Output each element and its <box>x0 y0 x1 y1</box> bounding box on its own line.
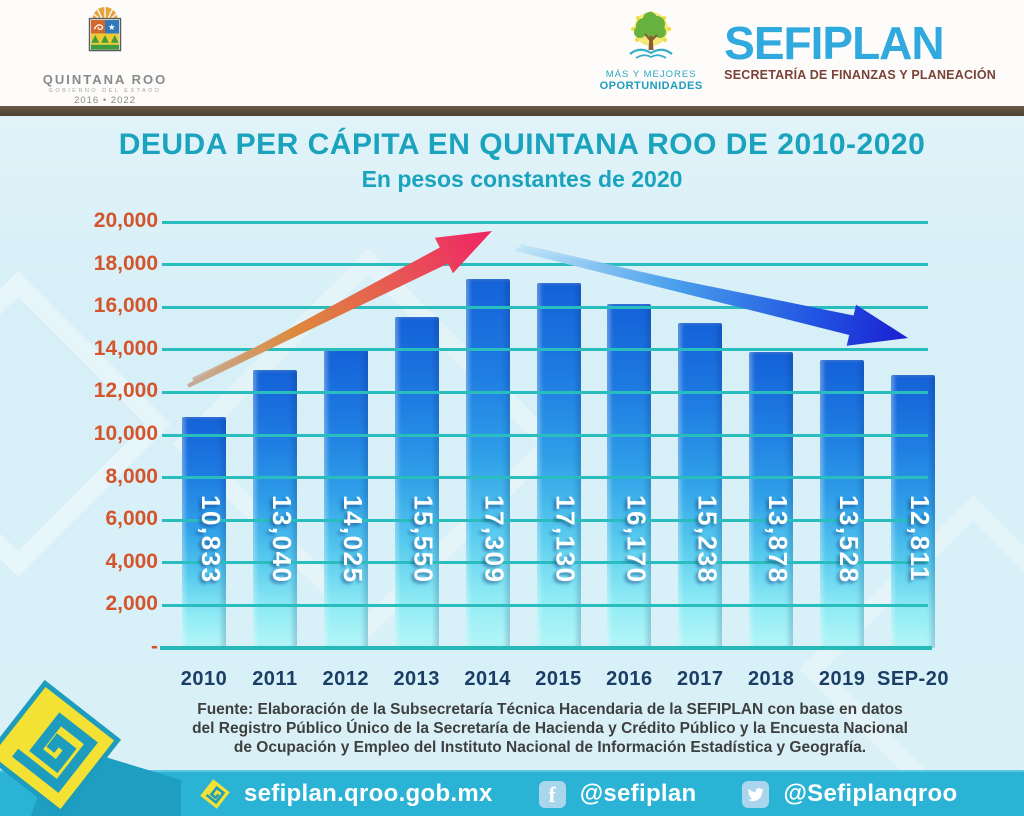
x-axis-label: 2011 <box>252 668 298 690</box>
quintana-roo-crest-icon: ★ <box>88 6 122 52</box>
bar-value-label: 17,130 <box>550 494 581 584</box>
bar-2017 <box>678 323 723 648</box>
gridline <box>162 348 928 352</box>
gridline <box>162 390 928 394</box>
bar-2012 <box>323 349 368 648</box>
x-axis-label: 2012 <box>322 668 370 690</box>
twitter-handle: @Sefiplanqroo <box>783 780 958 807</box>
gridline <box>162 518 928 522</box>
brand-name-block: SEFIPLAN SECRETARÍA DE FINANZAS Y PLANEA… <box>724 20 996 82</box>
facebook-handle: @sefiplan <box>579 780 697 807</box>
gridline <box>162 433 928 437</box>
x-axis-label: 2016 <box>606 668 653 690</box>
gridline <box>162 603 928 607</box>
bar-value-label: 17,309 <box>479 494 510 584</box>
x-axis-label: 2010 <box>180 668 228 690</box>
gridline <box>162 561 928 565</box>
x-axis-label: 2017 <box>677 668 724 690</box>
tree-icon <box>629 11 673 59</box>
x-axis-label: 2014 <box>464 668 511 690</box>
sefiplan-brand: MÁS Y MEJORES OPORTUNIDADES SEFIPLAN SEC… <box>596 10 996 92</box>
twitter-icon <box>742 780 770 808</box>
bar-value-label: 16,170 <box>621 494 652 584</box>
y-axis-tick-label: - <box>151 635 158 658</box>
bar-2011 <box>252 370 297 648</box>
sefiplan-corner-logo-icon <box>0 679 181 816</box>
bar-2016 <box>607 303 652 648</box>
y-axis-tick-label: 12,000 <box>93 379 158 403</box>
y-axis-tick-label: 10,000 <box>93 422 158 445</box>
brand-name: SEFIPLAN <box>724 17 944 69</box>
y-axis-tick-label: 8,000 <box>105 464 158 488</box>
gridline <box>162 305 928 309</box>
bar-value-label: 12,811 <box>905 495 935 583</box>
x-axis-label: 2015 <box>535 668 582 690</box>
quintana-roo-logo: ★ QUINTANA ROO GOBIERNO DEL ESTADO 2016 … <box>30 6 180 106</box>
y-axis-tick-label: 4,000 <box>105 549 158 573</box>
footer-twitter: @Sefiplanqroo <box>742 780 957 808</box>
source-line: del Registro Público Único de la Secreta… <box>192 720 908 737</box>
state-years: 2016 • 2022 <box>74 95 136 106</box>
website-url: sefiplan.qroo.gob.mx <box>244 780 493 807</box>
header-divider <box>0 106 1024 116</box>
chart-subtitle: En pesos constantes de 2020 <box>361 166 683 192</box>
brand-motto-line1: MÁS Y MEJORES <box>605 69 697 80</box>
x-axis-label: 2019 <box>818 668 866 690</box>
bar-value-label: 15,550 <box>408 494 439 584</box>
y-axis-tick-label: 2,000 <box>105 592 158 616</box>
brand-motto-line2: OPORTUNIDADES <box>599 80 703 92</box>
sefiplan-diamond-icon <box>200 779 230 809</box>
gridline <box>162 263 928 267</box>
x-axis-label: 2013 <box>393 668 440 690</box>
bar-2019 <box>820 359 865 648</box>
y-axis-tick-label: 16,000 <box>93 294 158 318</box>
header: ★ QUINTANA ROO GOBIERNO DEL ESTADO 2016 … <box>0 0 1024 106</box>
svg-text:★: ★ <box>108 22 116 32</box>
brand-subtitle: SECRETARÍA DE FINANZAS Y PLANEACIÓN <box>724 68 996 82</box>
x-axis-label: 2018 <box>747 668 795 690</box>
y-axis-tick-label: 18,000 <box>93 251 158 275</box>
source-line: de Ocupación y Empleo del Instituto Naci… <box>233 739 867 756</box>
bar-value-label: 13,040 <box>266 494 297 584</box>
y-axis-tick-label: 20,000 <box>93 209 158 232</box>
y-axis-tick-label: 6,000 <box>105 507 158 531</box>
footer-facebook: f @sefiplan <box>538 780 697 808</box>
bar-value-label: 15,238 <box>692 494 723 584</box>
source-line: Fuente: Elaboración de la Subsecretaría … <box>197 701 903 718</box>
state-name: QUINTANA ROO <box>42 72 168 87</box>
footer-website: sefiplan.qroo.gob.mx <box>200 779 493 809</box>
bar-value-label: 13,878 <box>763 494 794 584</box>
x-axis-label: SEP-20 <box>877 668 949 690</box>
bar-2010 <box>182 417 226 648</box>
state-subtitle: GOBIERNO DEL ESTADO <box>48 88 162 94</box>
tree-logo-block: MÁS Y MEJORES OPORTUNIDADES <box>596 10 706 92</box>
source-note: Fuente: Elaboración de la Subsecretaría … <box>110 700 990 757</box>
y-axis-tick-label: 14,000 <box>93 336 158 360</box>
bar-value-label: 14,025 <box>337 494 368 584</box>
bar-2018 <box>749 352 794 648</box>
facebook-icon: f <box>538 780 566 808</box>
bar-SEP-20 <box>891 375 935 648</box>
chart-title: DEUDA PER CÁPITA EN QUINTANA ROO DE 2010… <box>118 128 926 161</box>
gridline <box>162 476 928 480</box>
bar-value-label: 10,833 <box>196 494 226 584</box>
bar-value-label: 13,528 <box>834 494 865 584</box>
gridline <box>162 220 928 224</box>
x-axis-line <box>160 646 932 650</box>
